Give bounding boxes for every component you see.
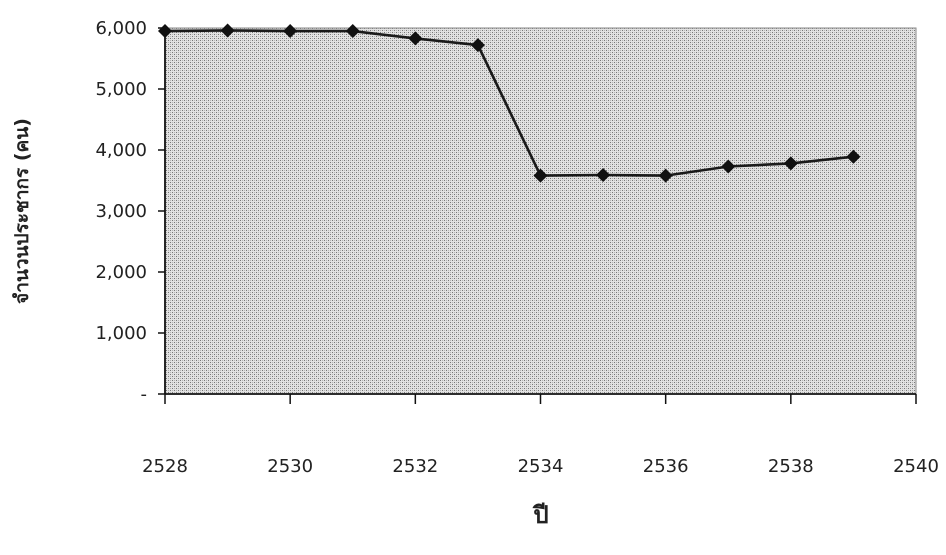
data-point-marker xyxy=(470,38,485,53)
series-line xyxy=(164,29,854,177)
y-tick-label: 5,000 xyxy=(95,79,147,100)
y-tick-label: 2,000 xyxy=(95,262,147,283)
data-point-marker xyxy=(533,168,548,183)
y-tick-label: 6,000 xyxy=(95,18,147,39)
data-point-marker xyxy=(846,149,861,164)
y-tick-label: 1,000 xyxy=(95,323,147,344)
series-markers xyxy=(158,23,861,183)
data-point-marker xyxy=(345,24,360,39)
x-tick-label: 2528 xyxy=(142,456,188,477)
x-tick-label: 2540 xyxy=(893,456,939,477)
x-axis-ticks: 2528 2530 2532 2534 2536 2538 2540 xyxy=(142,394,939,477)
y-tick-label: 4,000 xyxy=(95,140,147,161)
y-axis-label: จำนวนประชากร (คน) xyxy=(11,118,33,304)
y-tick-label: - xyxy=(141,384,148,405)
x-tick-label: 2534 xyxy=(518,456,564,477)
data-point-marker xyxy=(408,31,423,46)
data-point-marker xyxy=(658,168,673,183)
x-tick-label: 2530 xyxy=(267,456,313,477)
x-axis-label: ปี xyxy=(532,501,548,529)
data-point-marker xyxy=(721,159,736,174)
x-tick-label: 2536 xyxy=(643,456,689,477)
x-tick-label: 2538 xyxy=(768,456,814,477)
data-point-marker xyxy=(283,24,298,39)
y-tick-label: 3,000 xyxy=(95,201,147,222)
data-point-marker xyxy=(596,168,611,183)
data-point-marker xyxy=(783,156,798,171)
data-point-marker xyxy=(220,23,235,38)
x-tick-label: 2532 xyxy=(392,456,438,477)
data-point-marker xyxy=(158,24,172,39)
plot-area xyxy=(164,27,917,395)
y-axis-ticks: - 1,000 2,000 3,000 4,000 5,000 6,000 xyxy=(95,18,165,405)
